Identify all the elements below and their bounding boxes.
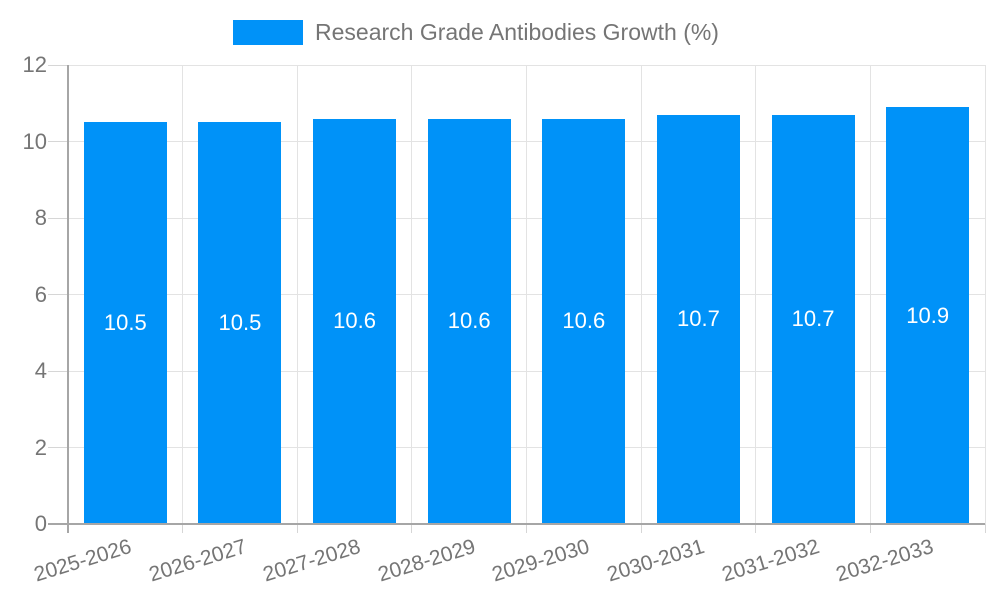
y-axis-label: 10: [22, 128, 47, 154]
x-tick: [526, 524, 527, 533]
y-tick: [48, 217, 68, 219]
v-gridline: [182, 65, 184, 524]
x-axis-label: 2025-2026: [31, 535, 135, 587]
bar-value-label: 10.7: [677, 306, 720, 332]
y-tick: [48, 370, 68, 372]
y-axis-label: 6: [34, 281, 47, 307]
v-gridline: [869, 65, 871, 524]
bar[interactable]: [886, 107, 970, 524]
x-axis-line: [48, 523, 985, 525]
x-axis-label: 2030-2031: [604, 535, 708, 587]
v-gridline: [984, 65, 986, 524]
v-gridline: [526, 65, 527, 524]
x-tick: [755, 524, 757, 533]
x-axis-label: 2031-2032: [719, 535, 822, 587]
bar-value-label: 10.5: [218, 310, 262, 336]
x-axis-label: 2032-2033: [833, 535, 937, 587]
y-axis-label: 4: [34, 358, 47, 383]
bar[interactable]: [542, 118, 626, 524]
v-gridline: [296, 65, 298, 524]
bar[interactable]: [83, 122, 167, 524]
x-tick: [182, 524, 184, 533]
bar-value-label: 10.6: [562, 308, 606, 334]
v-gridline: [755, 65, 757, 524]
v-gridline: [640, 65, 642, 524]
x-axis-label: 2026-2027: [145, 535, 249, 587]
legend-label: Research Grade Antibodies Growth (%): [315, 19, 719, 45]
bar-value-label: 10.6: [333, 308, 376, 334]
y-axis-label: 12: [22, 52, 47, 77]
v-gridline: [411, 65, 413, 524]
y-axis-line: [67, 65, 69, 533]
legend-swatch: [233, 20, 303, 45]
bar[interactable]: [313, 118, 397, 524]
x-axis-label: 2028-2029: [375, 535, 478, 587]
bar[interactable]: [198, 122, 282, 524]
x-tick: [869, 524, 871, 533]
y-axis-label: 2: [34, 434, 47, 460]
y-axis-label: 8: [34, 205, 47, 230]
bar-value-label: 10.5: [103, 310, 147, 336]
x-tick: [640, 524, 642, 533]
x-tick: [984, 524, 986, 533]
bar[interactable]: [656, 114, 740, 524]
y-tick: [48, 64, 68, 66]
bar[interactable]: [427, 118, 511, 524]
y-tick: [48, 447, 68, 448]
x-axis-label: 2027-2028: [260, 535, 364, 587]
y-tick: [48, 141, 68, 142]
x-axis-label: 2029-2030: [489, 535, 593, 587]
y-axis-label: 0: [34, 511, 47, 536]
y-tick: [48, 294, 68, 295]
bar[interactable]: [771, 114, 855, 524]
bar-value-label: 10.7: [791, 306, 835, 332]
x-tick: [296, 524, 298, 533]
bar-value-label: 10.6: [447, 308, 491, 334]
bar-value-label: 10.9: [906, 302, 950, 328]
x-tick: [411, 524, 413, 533]
legend[interactable]: Research Grade Antibodies Growth (%): [233, 20, 719, 45]
